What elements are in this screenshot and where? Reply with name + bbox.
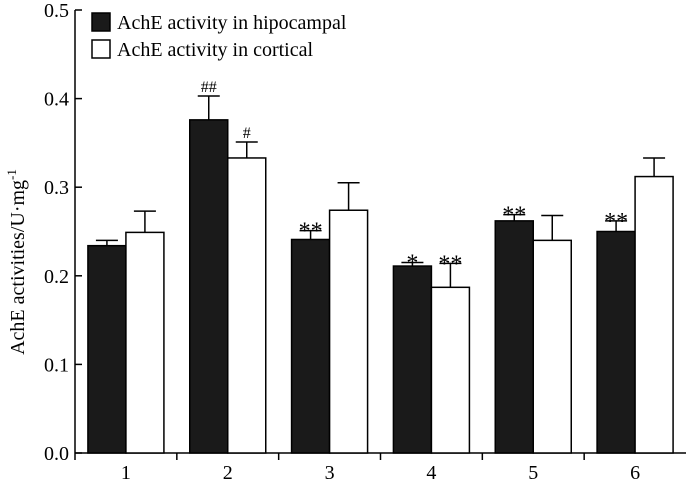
significance-label: # xyxy=(243,125,251,142)
legend-swatch xyxy=(91,12,111,32)
bars: ###*** **** ** xyxy=(87,79,674,454)
bar-cortical xyxy=(430,286,471,454)
bar-cortical xyxy=(634,175,674,454)
y-axis-label: AchE activities/U·mg-1 xyxy=(4,169,29,355)
y-axis-label-text: AchE activities/U·mg xyxy=(7,180,29,355)
x-tick-label: 2 xyxy=(223,462,233,484)
y-tick-label: 0.3 xyxy=(44,177,69,199)
bar-cortical xyxy=(227,157,267,454)
y-axis-label-superscript: -1 xyxy=(4,169,19,180)
legend-swatch xyxy=(91,39,111,59)
y-tick-label: 0.0 xyxy=(44,443,69,465)
bar-hipocampal xyxy=(87,244,127,454)
bar-hipocampal xyxy=(392,265,433,454)
y-tick-label: 0.2 xyxy=(44,266,69,288)
x-tick-label: 4 xyxy=(426,462,436,484)
significance-label: ** xyxy=(502,203,526,229)
bar-hipocampal xyxy=(494,220,534,454)
significance-label: ** xyxy=(299,219,323,245)
x-tick-label: 6 xyxy=(630,462,640,484)
x-tick-label: 1 xyxy=(121,462,131,484)
y-tick-label: 0.5 xyxy=(44,0,69,22)
bar-hipocampal xyxy=(596,230,636,454)
x-tick-label: 3 xyxy=(325,462,335,484)
legend-label: AchE activity in hipocampal xyxy=(117,12,347,34)
bar-hipocampal xyxy=(189,119,229,454)
significance-label: ** xyxy=(604,209,628,235)
significance-label: ** xyxy=(438,251,462,277)
bar-cortical xyxy=(532,239,572,454)
x-tick-label: 5 xyxy=(528,462,538,484)
significance-label: ## xyxy=(201,79,217,96)
significance-label: * xyxy=(406,251,418,277)
legend: AchE activity in hipocampal AchE activity… xyxy=(91,12,347,61)
y-tick-label: 0.4 xyxy=(44,89,69,111)
bar-hipocampal xyxy=(290,238,331,454)
bar-cortical xyxy=(328,209,369,454)
axes: 0.0 0.1 0.2 0.3 0.4 0.5 1 2 3 4 5 6 xyxy=(44,0,686,484)
bar-cortical xyxy=(125,231,165,454)
y-tick-label: 0.1 xyxy=(44,354,69,376)
legend-label: AchE activity in cortical xyxy=(117,39,313,61)
